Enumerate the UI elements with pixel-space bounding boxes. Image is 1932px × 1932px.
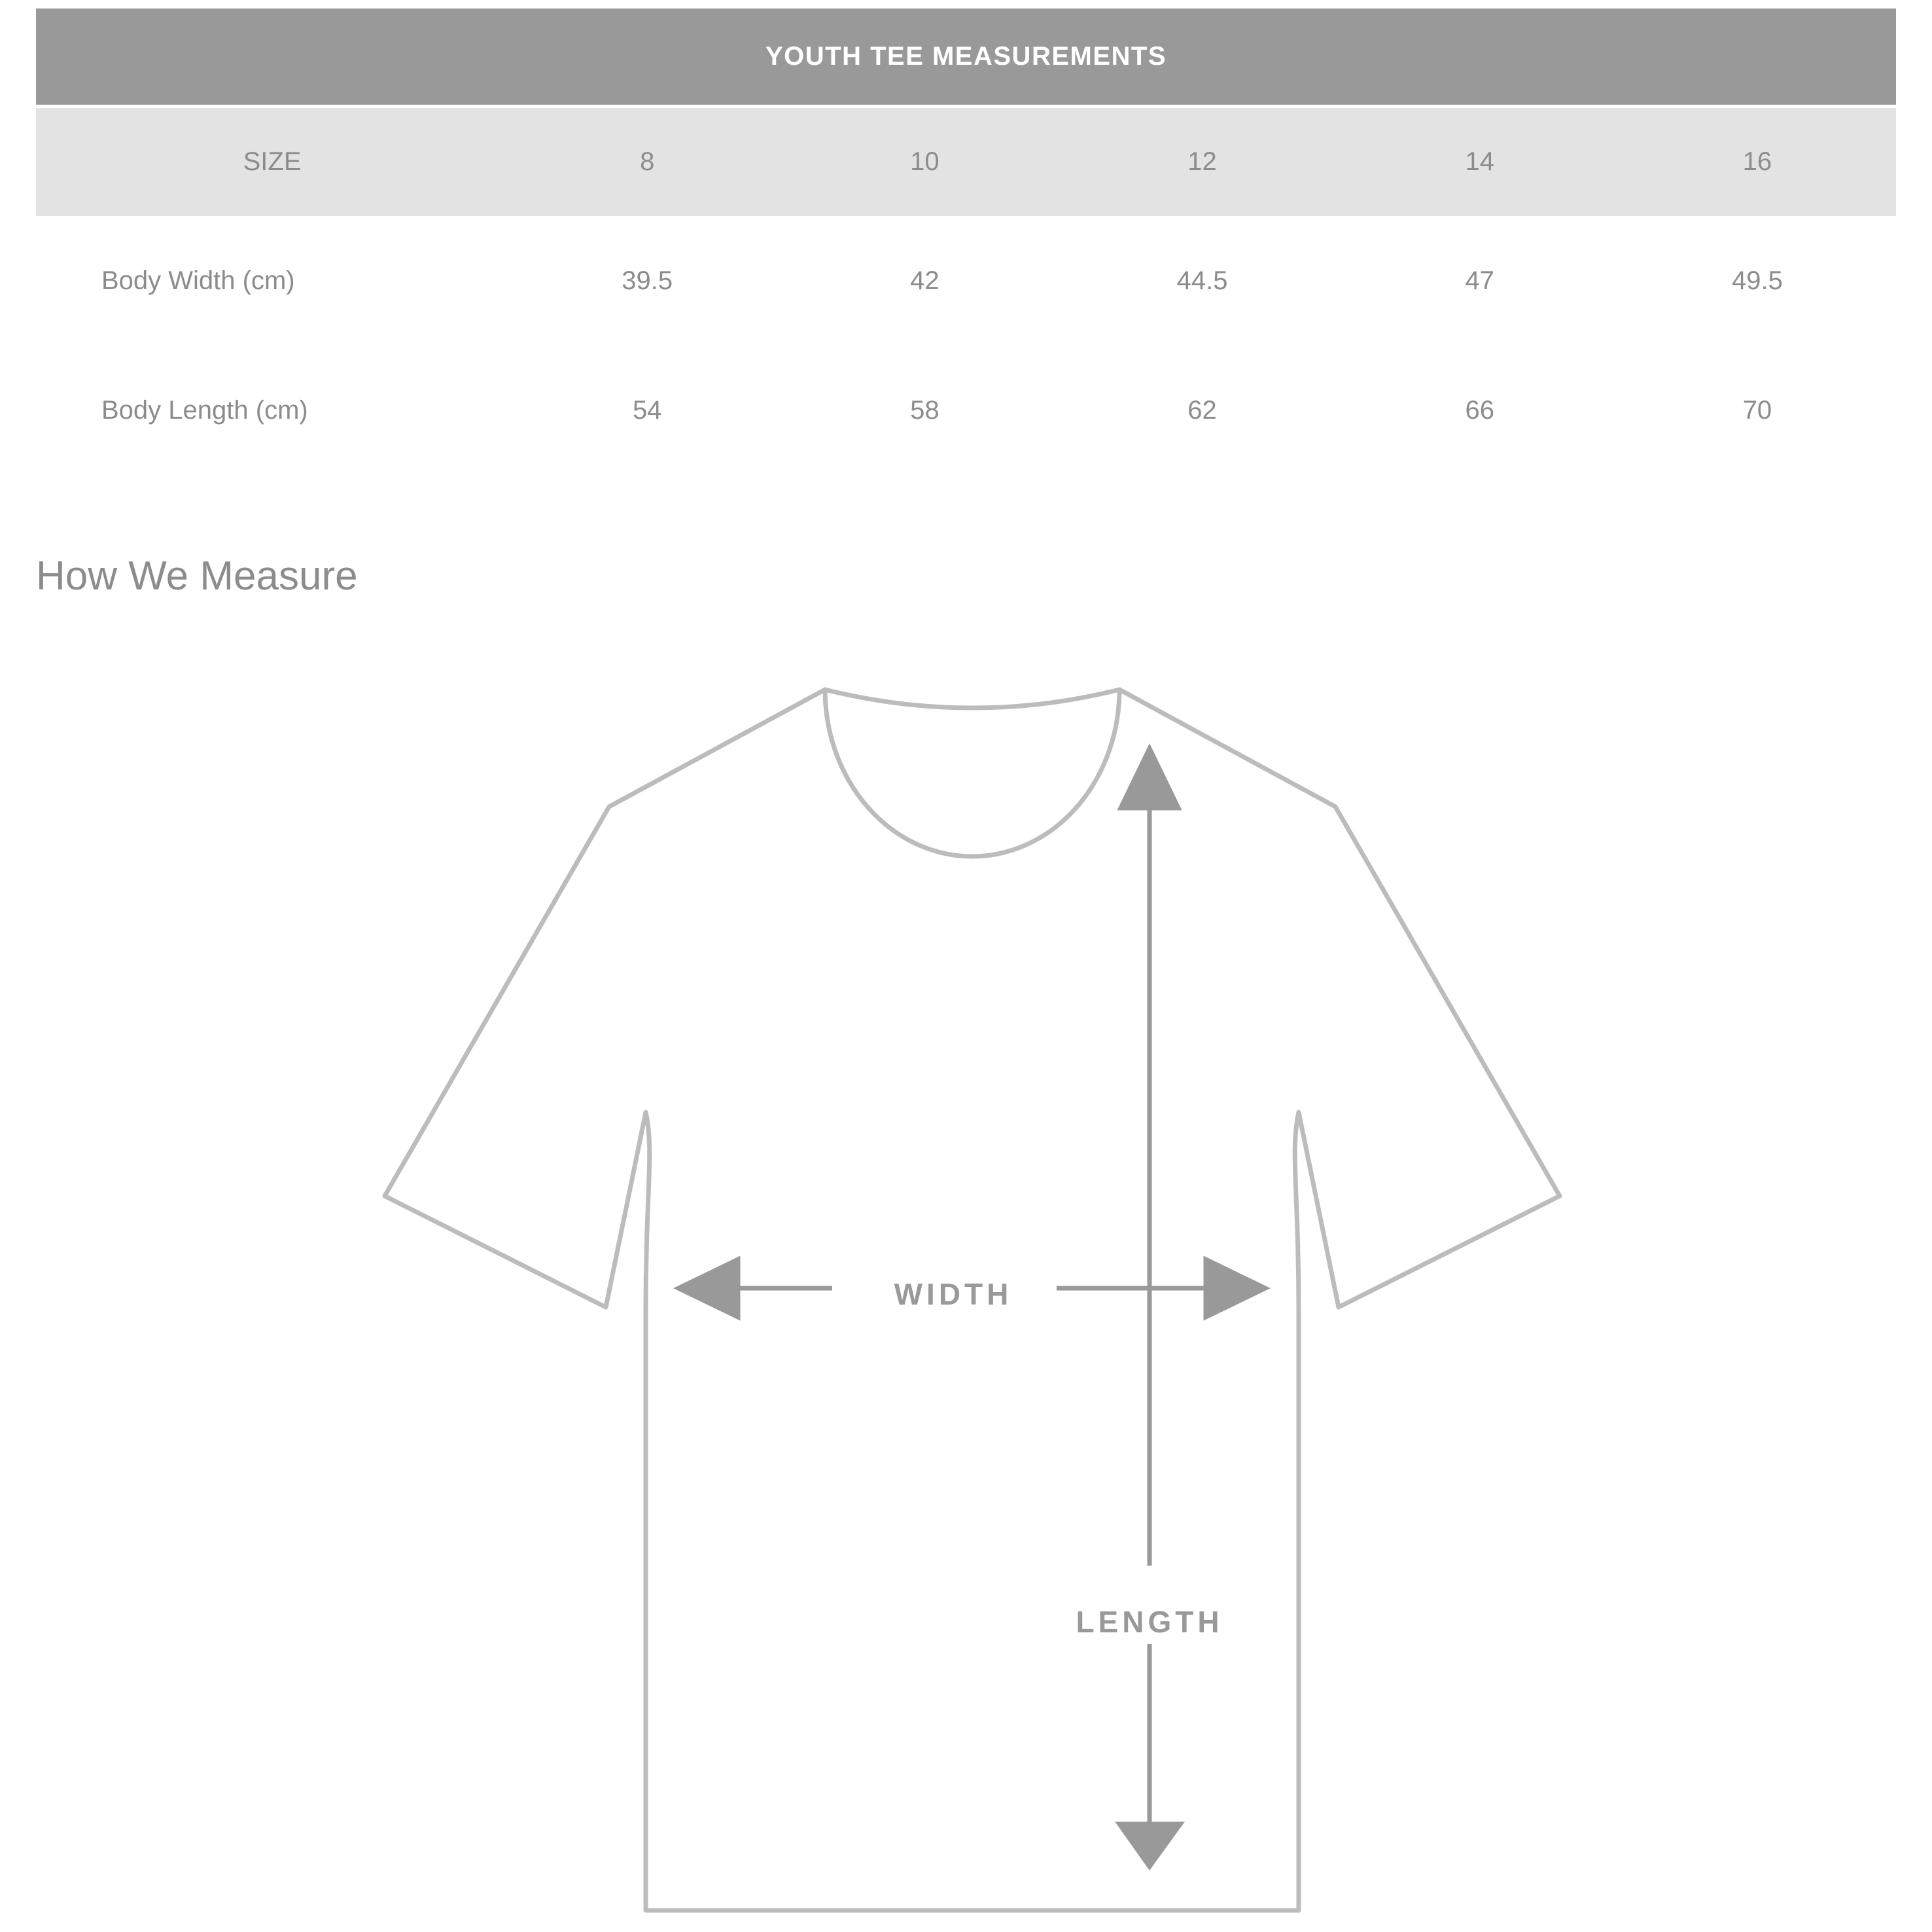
svg-text:LENGTH: LENGTH [1076, 1605, 1223, 1639]
svg-text:WIDTH: WIDTH [894, 1277, 1013, 1311]
